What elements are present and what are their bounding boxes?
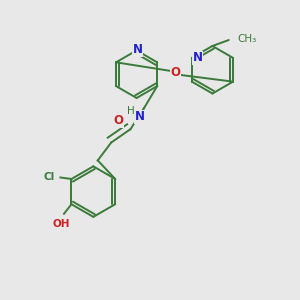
Text: H: H [127,106,134,116]
Text: CH₃: CH₃ [238,34,257,44]
Text: Cl: Cl [44,172,55,182]
Text: N: N [193,51,203,64]
Text: OH: OH [52,219,70,229]
Text: N: N [134,110,144,123]
Text: N: N [133,43,142,56]
Text: O: O [170,66,180,80]
Text: O: O [113,114,123,127]
